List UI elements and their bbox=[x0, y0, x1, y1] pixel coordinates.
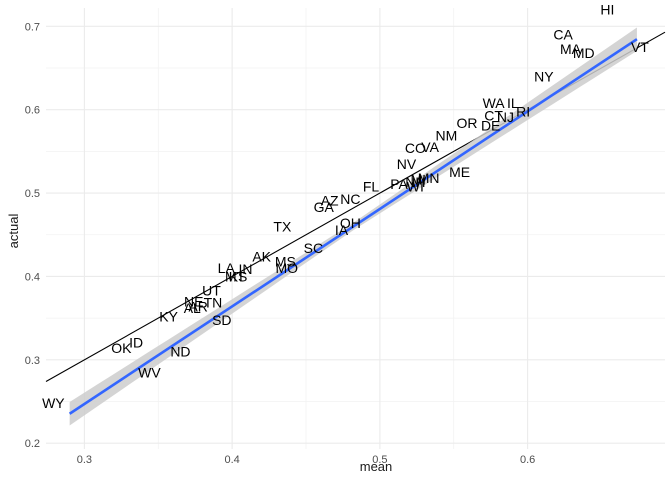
state-label: MN bbox=[418, 170, 440, 186]
state-label: IL bbox=[507, 95, 519, 111]
x-tick-label: 0.6 bbox=[520, 454, 535, 466]
state-label: NH bbox=[405, 174, 425, 190]
state-label: TN bbox=[204, 294, 223, 310]
y-axis-title: actual bbox=[6, 214, 21, 249]
state-label: WI bbox=[407, 178, 424, 194]
state-label: OR bbox=[457, 115, 478, 131]
x-tick-label: 0.5 bbox=[372, 454, 387, 466]
y-tick-label: 0.6 bbox=[25, 105, 40, 117]
state-label: NC bbox=[340, 191, 360, 207]
state-label: ME bbox=[449, 164, 470, 180]
state-label: KY bbox=[159, 308, 178, 324]
y-tick-label: 0.7 bbox=[25, 21, 40, 33]
y-tick-label: 0.2 bbox=[25, 438, 40, 450]
state-label: VT bbox=[631, 39, 649, 55]
state-label: KS bbox=[229, 268, 248, 284]
state-label: NY bbox=[534, 68, 554, 84]
state-label: SC bbox=[304, 240, 323, 256]
x-tick-label: 0.4 bbox=[224, 454, 239, 466]
state-label: CA bbox=[553, 27, 573, 43]
state-label: MI bbox=[411, 172, 427, 188]
fit-line bbox=[68, 38, 638, 415]
state-label: MS bbox=[275, 253, 296, 269]
state-label: NM bbox=[435, 128, 457, 144]
state-label: WY bbox=[42, 395, 65, 411]
state-label: NV bbox=[397, 156, 417, 172]
state-label: IN bbox=[238, 261, 252, 277]
state-label: MA bbox=[560, 41, 582, 57]
state-label: AR bbox=[188, 298, 207, 314]
x-tick-label: 0.3 bbox=[77, 454, 92, 466]
fit-line-layer bbox=[68, 27, 638, 426]
state-label: OK bbox=[111, 340, 132, 356]
state-label: PA bbox=[390, 176, 408, 192]
state-label: UT bbox=[202, 283, 221, 299]
state-label: MT bbox=[225, 268, 246, 284]
state-label: WA bbox=[483, 95, 506, 111]
state-label: RI bbox=[516, 103, 530, 119]
state-label: NJ bbox=[497, 109, 514, 125]
state-label: HI bbox=[600, 2, 614, 18]
state-label: AL bbox=[184, 300, 201, 316]
x-axis-title: mean bbox=[360, 459, 393, 474]
state-label: IA bbox=[335, 222, 349, 238]
state-label: SD bbox=[212, 312, 231, 328]
state-label: ND bbox=[170, 343, 190, 359]
axis-ticks: 0.3 0.4 0.5 0.6 0.2 0.3 0.4 0.5 0.6 0.7 bbox=[25, 21, 536, 466]
state-label: OH bbox=[340, 215, 361, 231]
state-label: LA bbox=[218, 260, 236, 276]
state-label: AK bbox=[252, 248, 271, 264]
state-label: VA bbox=[421, 139, 439, 155]
state-label: FL bbox=[363, 178, 380, 194]
state-label: MO bbox=[276, 260, 299, 276]
state-label: CO bbox=[405, 140, 426, 156]
y-tick-label: 0.4 bbox=[25, 271, 40, 283]
state-label: TX bbox=[273, 218, 292, 234]
state-label: DE bbox=[481, 118, 500, 134]
y-tick-label: 0.5 bbox=[25, 188, 40, 200]
grid-lines bbox=[46, 8, 665, 449]
y-tick-label: 0.3 bbox=[25, 355, 40, 367]
state-label: MD bbox=[573, 45, 595, 61]
state-label: NE bbox=[184, 293, 203, 309]
state-label: WV bbox=[138, 364, 161, 380]
state-label: CT bbox=[484, 108, 503, 124]
state-label: GA bbox=[314, 199, 335, 215]
state-label: AZ bbox=[321, 193, 339, 209]
state-label: ID bbox=[129, 334, 143, 350]
